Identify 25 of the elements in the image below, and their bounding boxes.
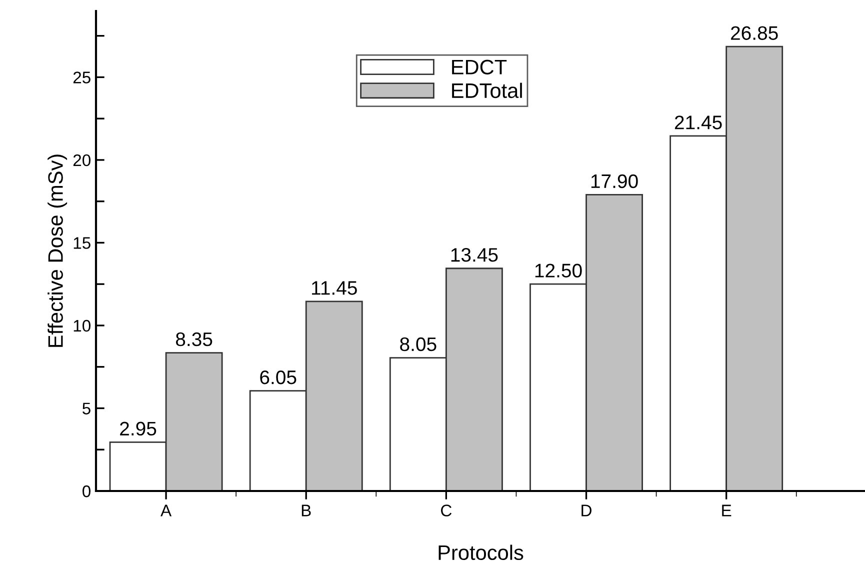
y-tick-label: 10 xyxy=(74,320,90,332)
x-tick-label: B xyxy=(302,504,311,516)
data-label: 6.05 xyxy=(260,370,296,384)
x-tick-label: D xyxy=(582,504,592,516)
data-label: 12.50 xyxy=(535,264,582,278)
y-tick-label: 25 xyxy=(73,72,90,84)
data-label: 13.45 xyxy=(451,248,498,262)
data-label: 2.95 xyxy=(120,422,156,436)
x-tick-label: C xyxy=(441,504,452,516)
data-label: 8.05 xyxy=(400,337,436,352)
data-label: 17.90 xyxy=(591,174,638,188)
y-tick-label: 0 xyxy=(82,485,90,498)
y-tick-label: 5 xyxy=(82,402,90,414)
y-tick-label: 15 xyxy=(74,237,90,249)
data-label: 8.35 xyxy=(176,332,212,346)
data-label: 21.45 xyxy=(674,116,722,130)
x-tick-label: E xyxy=(722,504,732,516)
legend-label: EDTotal xyxy=(452,82,522,98)
data-label: 26.85 xyxy=(730,26,778,40)
x-tick-label: A xyxy=(160,504,172,516)
x-axis-title: Protocols xyxy=(438,544,524,560)
legend-label: EDCT xyxy=(452,60,507,74)
y-axis-title: Effective Dose (mSv) xyxy=(48,154,68,347)
data-label: 11.45 xyxy=(312,281,357,295)
y-tick-label: 20 xyxy=(73,154,90,166)
